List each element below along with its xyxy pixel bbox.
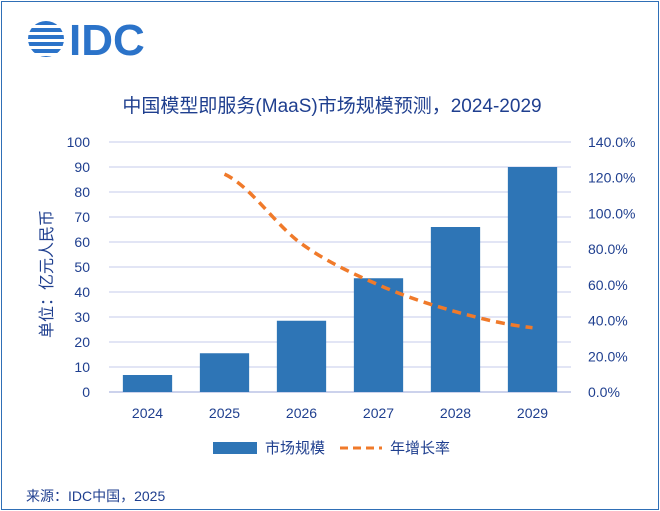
- y-tick-label: 50: [74, 259, 90, 275]
- logo-text: IDC: [69, 16, 145, 65]
- y-axis-label: 单位：亿元人民币: [38, 210, 56, 338]
- y-tick-label: 10: [74, 359, 90, 375]
- y-tick-label: 90: [74, 159, 90, 175]
- y2-tick-label: 20.0%: [588, 348, 628, 364]
- y-tick-label: 0: [82, 384, 90, 400]
- y-tick-label: 20: [74, 334, 90, 350]
- bar: [276, 320, 327, 392]
- y-tick-label: 30: [74, 309, 90, 325]
- bars-layer: [122, 167, 558, 392]
- x-tick-label: 2025: [209, 405, 240, 421]
- bar: [199, 353, 250, 392]
- globe-icon: [28, 21, 64, 57]
- y2-tick-label: 40.0%: [588, 313, 628, 329]
- line-layer: [223, 172, 533, 330]
- legend: 市场规模 年增长率: [213, 440, 450, 457]
- legend-line-label: 年增长率: [390, 440, 450, 457]
- source-note: 来源：IDC中国，2025: [26, 488, 166, 504]
- x-tick-label: 2028: [440, 405, 471, 421]
- growth-line: [223, 172, 533, 330]
- y-tick-label: 70: [74, 209, 90, 225]
- y2-tick-label: 60.0%: [588, 277, 628, 293]
- y2-tick-label: 120.0%: [588, 170, 635, 186]
- bar: [353, 278, 404, 392]
- grid-layer: [109, 141, 571, 393]
- bar: [430, 227, 481, 392]
- legend-bar-swatch: [213, 442, 257, 454]
- y2-tick-label: 80.0%: [588, 241, 628, 257]
- legend-bar-label: 市场规模: [265, 440, 325, 457]
- x-axis: 2024 2025 2026 2027 2028 2029: [132, 405, 548, 421]
- y-tick-label: 40: [74, 284, 90, 300]
- y-axis-left: 0 10 20 30 40 50 60 70 80 90 100: [67, 134, 91, 400]
- y-tick-label: 60: [74, 234, 90, 250]
- y-tick-label: 80: [74, 184, 90, 200]
- y-axis-right: 0.0% 20.0% 40.0% 60.0% 80.0% 100.0% 120.0% 140.…: [588, 134, 635, 400]
- bar: [122, 375, 173, 392]
- y2-tick-label: 140.0%: [588, 134, 635, 150]
- chart-title: 中国模型即服务(MaaS)市场规模预测，2024-2029: [122, 95, 541, 117]
- y-tick-label: 100: [67, 134, 91, 150]
- x-tick-label: 2027: [363, 405, 394, 421]
- x-tick-label: 2029: [517, 405, 548, 421]
- y2-tick-label: 0.0%: [588, 384, 620, 400]
- x-tick-label: 2026: [286, 405, 317, 421]
- x-tick-label: 2024: [132, 405, 163, 421]
- idc-logo: IDC: [28, 16, 145, 65]
- y2-tick-label: 100.0%: [588, 205, 635, 221]
- bar: [507, 167, 558, 392]
